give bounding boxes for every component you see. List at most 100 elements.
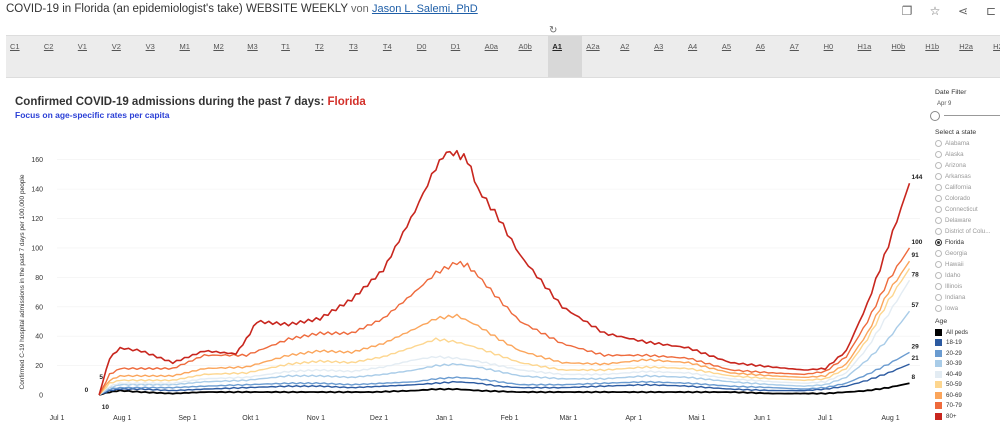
radio-button[interactable] (935, 173, 942, 180)
tab-h2[interactable]: H2 (993, 42, 1000, 51)
state-option[interactable]: Hawaii (935, 259, 1000, 270)
tab-h0[interactable]: H0 (823, 42, 834, 51)
series-end-label: 100 (911, 239, 922, 246)
tab-h0b[interactable]: H0b (891, 42, 906, 51)
radio-button[interactable] (935, 184, 942, 191)
tab-v1[interactable]: V1 (77, 42, 87, 51)
y-tick-label: 0 (39, 393, 43, 400)
age-legend-item[interactable]: 40-49 (935, 369, 968, 380)
series-line (98, 149, 911, 396)
tab-a5[interactable]: A5 (721, 42, 732, 51)
tab-d1[interactable]: D1 (450, 42, 461, 51)
radio-button[interactable] (935, 272, 942, 279)
tab-c1[interactable]: C1 (10, 42, 20, 51)
tab-a3[interactable]: A3 (654, 42, 664, 51)
y-tick-label: 120 (31, 216, 43, 223)
age-legend-label: Age (935, 318, 948, 325)
radio-button[interactable] (935, 239, 942, 246)
state-option[interactable]: Arkansas (935, 171, 1000, 182)
y-tick-label: 100 (31, 245, 43, 252)
radio-button[interactable] (935, 195, 942, 202)
state-option-label: Alabama (945, 140, 970, 147)
radio-button[interactable] (935, 283, 942, 290)
tab-a2a[interactable]: A2a (586, 42, 600, 51)
tab-v3[interactable]: V3 (145, 42, 155, 51)
state-option[interactable]: Delaware (935, 215, 1000, 226)
tab-c2[interactable]: C2 (43, 42, 54, 51)
tab-m2[interactable]: M2 (213, 42, 224, 51)
state-option[interactable]: Alabama (935, 138, 1000, 149)
state-option[interactable]: Florida (935, 237, 1000, 248)
copy-icon[interactable]: ❐ (901, 4, 913, 18)
state-option[interactable]: Georgia (935, 248, 1000, 259)
series-line (98, 268, 911, 396)
tab-a0a[interactable]: A0a (484, 42, 498, 51)
series-end-label: 8 (911, 374, 915, 381)
state-option[interactable]: District of Colu... (935, 226, 1000, 237)
age-legend-item[interactable]: 30-39 (935, 359, 968, 370)
radio-button[interactable] (935, 294, 942, 301)
more-icon[interactable]: ⊏ (985, 4, 997, 18)
tab-t2[interactable]: T2 (315, 42, 324, 51)
tab-h2a[interactable]: H2a (959, 42, 973, 51)
tab-a7[interactable]: A7 (789, 42, 799, 51)
legend-swatch (935, 381, 942, 389)
legend-label: 80+ (946, 412, 957, 420)
radio-button[interactable] (935, 217, 942, 224)
tab-h1a[interactable]: H1a (857, 42, 872, 51)
tab-t3[interactable]: T3 (349, 42, 358, 51)
date-slider[interactable] (930, 111, 1000, 121)
refresh-icon[interactable]: ↻ (549, 25, 558, 36)
radio-button[interactable] (935, 261, 942, 268)
state-option[interactable]: California (935, 182, 1000, 193)
series-end-label: 29 (911, 343, 919, 350)
state-option-label: Hawaii (945, 261, 964, 268)
state-option[interactable]: Alaska (935, 149, 1000, 160)
age-legend-item[interactable]: 80+ (935, 411, 968, 422)
tab-a1[interactable]: A1 (548, 36, 583, 77)
tab-a6[interactable]: A6 (755, 42, 765, 51)
star-icon[interactable]: ☆ (929, 4, 941, 18)
radio-button[interactable] (935, 206, 942, 213)
tab-a4[interactable]: A4 (688, 42, 698, 51)
y-tick-label: 20 (35, 363, 43, 370)
legend-swatch (935, 349, 942, 357)
toolbar-icons: ❐ ☆ ⋖ ⊏ (900, 2, 1000, 20)
tab-t1[interactable]: T1 (281, 42, 290, 51)
state-option[interactable]: Connecticut (935, 204, 1000, 215)
age-legend-item[interactable]: 20-29 (935, 348, 968, 359)
age-legend-item[interactable]: 18-19 (935, 338, 968, 349)
age-legend-item[interactable]: 50-59 (935, 380, 968, 391)
tab-t4[interactable]: T4 (382, 42, 392, 51)
radio-button[interactable] (935, 162, 942, 169)
tab-m1[interactable]: M1 (179, 42, 190, 51)
tab-m3[interactable]: M3 (247, 42, 258, 51)
age-legend-item[interactable]: 60-69 (935, 390, 968, 401)
radio-button[interactable] (935, 305, 942, 312)
tab-v2[interactable]: V2 (111, 42, 121, 51)
radio-button[interactable] (935, 228, 942, 235)
state-option[interactable]: Colorado (935, 193, 1000, 204)
age-legend-item[interactable]: 70-79 (935, 401, 968, 412)
radio-button[interactable] (935, 151, 942, 158)
series-end-label: 91 (911, 252, 919, 259)
tab-a2[interactable]: A2 (620, 42, 630, 51)
tab-h1b[interactable]: H1b (925, 42, 940, 51)
radio-button[interactable] (935, 250, 942, 257)
state-option-label: Illinois (945, 283, 963, 290)
radio-button[interactable] (935, 140, 942, 147)
author-link[interactable]: Jason L. Salemi, PhD (371, 3, 478, 15)
state-option[interactable]: Illinois (935, 281, 1000, 292)
x-tick-label: Dez 1 (370, 415, 388, 422)
state-option[interactable]: Indiana (935, 292, 1000, 303)
state-option[interactable]: Iowa (935, 303, 1000, 314)
date-slider-track[interactable] (944, 115, 1000, 116)
tab-d0[interactable]: D0 (416, 42, 427, 51)
share-icon[interactable]: ⋖ (957, 4, 969, 18)
date-slider-handle[interactable] (930, 111, 940, 121)
tab-a0b[interactable]: A0b (518, 42, 532, 51)
legend-swatch (935, 360, 942, 368)
age-legend-item[interactable]: All peds (935, 327, 968, 338)
state-option[interactable]: Idaho (935, 270, 1000, 281)
state-option[interactable]: Arizona (935, 160, 1000, 171)
